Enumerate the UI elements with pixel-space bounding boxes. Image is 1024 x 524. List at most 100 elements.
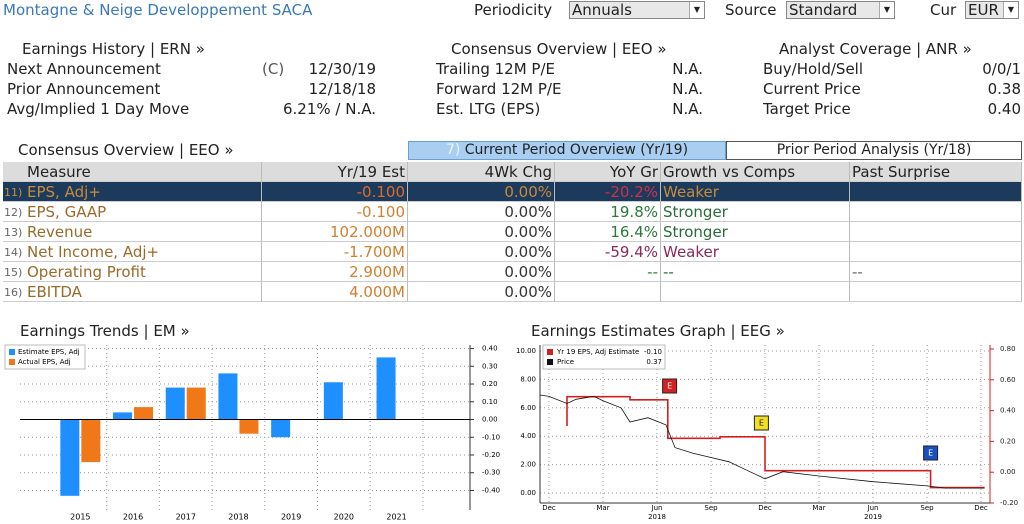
tab-label: Prior Period Analysis (Yr/18) (776, 142, 972, 158)
event-marker (923, 445, 939, 461)
table-cell: 19.8% (555, 202, 661, 222)
y-tick-label: -0.40 (482, 486, 500, 494)
table-cell: -- (850, 262, 1022, 282)
table-cell: 16.4% (555, 222, 661, 242)
table-cell (850, 242, 1022, 262)
tab-label: Current Period Overview (Yr/19) (464, 142, 689, 158)
info-value: 12/30/19 (308, 60, 376, 78)
column-header: Yr/19 Est (262, 162, 408, 182)
info-label: Prior Announcement (7, 80, 161, 98)
table-cell (850, 222, 1022, 242)
table-cell: 0.00% (408, 182, 555, 202)
info-label: Target Price (763, 100, 851, 118)
table-cell: -0.100 (262, 182, 408, 202)
legend-swatch (9, 359, 15, 365)
y-tick-label: 6.00 (520, 404, 536, 412)
table-cell[interactable]: Net Income, Adj+ (3, 242, 262, 262)
y-tick-label: -0.20 (482, 451, 500, 459)
y-tick-label: 0.00 (482, 416, 498, 424)
legend-value: -0.10 (644, 348, 662, 356)
info-flag: (C) (262, 60, 285, 78)
legend-label: Yr 19 EPS, Adj Estimate (556, 348, 639, 356)
row-number: 14) (4, 246, 23, 259)
table-cell: -- (661, 262, 850, 282)
info-value: 0.38 (987, 80, 1021, 98)
dropdown-arrow: ▼ (879, 2, 894, 18)
section-link[interactable]: Earnings Estimates Graph | EEG » (531, 322, 785, 340)
y2-tick-label: 0.20 (1000, 437, 1016, 445)
section-link[interactable]: Earnings History | ERN » (22, 40, 205, 58)
tab-current[interactable]: 7) Current Period Overview (Yr/19) (408, 141, 726, 160)
table-cell[interactable]: EPS, GAAP (3, 202, 262, 222)
row-number: 13) (4, 226, 23, 239)
source-value: Standard (789, 1, 858, 19)
table-cell: 102.000M (262, 222, 408, 242)
x-tick-label: 2021 (386, 513, 406, 522)
line (566, 395, 985, 489)
section-link[interactable]: Earnings Trends | EM » (20, 322, 190, 340)
source-dropdown[interactable]: Standard ▼ (786, 1, 895, 19)
legend-label: Estimate EPS, Adj (18, 348, 80, 356)
dropdown-arrow: ▼ (1003, 2, 1018, 18)
x-tick-label: 2016 (123, 513, 143, 522)
event-label: E (759, 419, 764, 428)
table-cell: 0.00% (408, 202, 555, 222)
legend-value: 0.37 (646, 358, 662, 366)
y-tick-label: 0.20 (482, 380, 498, 388)
table-cell: 0.00% (408, 282, 555, 302)
legend-label: Actual EPS, Adj (18, 358, 71, 366)
legend-label: Price (557, 358, 574, 366)
row-number: 11) (4, 186, 23, 199)
currency-dropdown[interactable]: EUR ▼ (965, 1, 1019, 19)
security-title: Montagne & Neige Developpement SACA (3, 1, 313, 19)
table-cell: 2.900M (262, 262, 408, 282)
table-cell (555, 282, 661, 302)
legend-box (4, 344, 86, 370)
table-cell: Stronger (661, 202, 850, 222)
info-value: N.A. (672, 60, 703, 78)
tab-prior[interactable]: Prior Period Analysis (Yr/18) (726, 141, 1022, 160)
y-tick-label: 0.30 (482, 362, 498, 370)
table-cell (850, 182, 1022, 202)
column-header: YoY Gr (555, 162, 661, 182)
x-tick-label: 2019 (281, 513, 301, 522)
table-cell: -59.4% (555, 242, 661, 262)
periodicity-dropdown[interactable]: Annuals ▼ (569, 1, 705, 19)
y-tick-label: 8.00 (520, 375, 536, 383)
y-tick-label: 0.40 (482, 345, 498, 353)
bar (81, 419, 101, 463)
row-number: 15) (4, 266, 23, 279)
y-tick-label: 2.00 (520, 461, 536, 469)
table-cell[interactable]: Revenue (3, 222, 262, 242)
table-cell: -1.700M (262, 242, 408, 262)
x-tick-label: Dec (974, 504, 988, 512)
legend-swatch (547, 349, 553, 355)
info-label: Next Announcement (7, 60, 161, 78)
section-link[interactable]: Consensus Overview | EEO » (451, 40, 667, 58)
x-tick-label: 2017 (176, 513, 196, 522)
x-tick-label: Dec (542, 504, 556, 512)
table-cell: -- (555, 262, 661, 282)
section-link[interactable]: Consensus Overview | EEO » (18, 141, 234, 159)
y-tick-label: 0.10 (482, 398, 498, 406)
info-value: 0.40 (987, 100, 1021, 118)
table-cell[interactable]: EBITDA (3, 282, 262, 302)
x-tick-label: Dec (758, 504, 772, 512)
event-label: E (928, 449, 933, 458)
column-header: 4Wk Chg (408, 162, 555, 182)
bar (165, 387, 185, 420)
column-header: Measure (3, 162, 262, 182)
info-label: Buy/Hold/Sell (763, 60, 864, 78)
periodicity-label: Periodicity (474, 1, 553, 19)
table-cell: 0.00% (408, 222, 555, 242)
table-cell[interactable]: Operating Profit (3, 262, 262, 282)
column-header: Growth vs Comps (661, 162, 850, 182)
table-cell[interactable]: EPS, Adj+ (3, 182, 262, 202)
y2-tick-label: 0.00 (1000, 468, 1016, 476)
section-link[interactable]: Analyst Coverage | ANR » (779, 40, 972, 58)
table-cell: -20.2% (555, 182, 661, 202)
row-number: 16) (4, 286, 23, 299)
legend-swatch (547, 359, 553, 365)
bar (323, 382, 343, 420)
y-tick-label: -0.10 (482, 433, 500, 441)
